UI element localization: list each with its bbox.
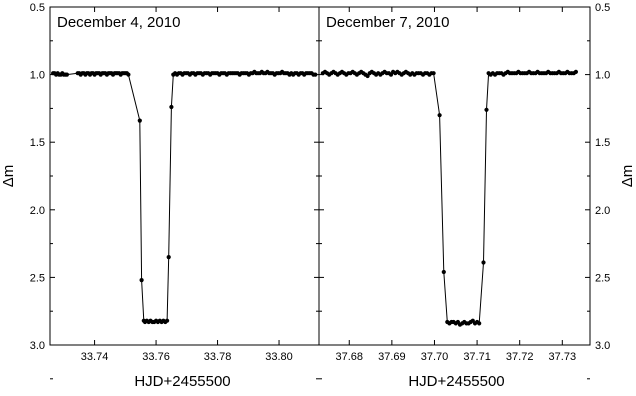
plot-frame	[318, 6, 591, 346]
data-point	[573, 69, 579, 74]
y-tick-label-left: 1.0	[30, 70, 45, 82]
y-tick-label-left: 2.0	[30, 205, 45, 217]
plot-frame	[49, 6, 320, 346]
data-point	[484, 107, 489, 112]
x-tick-label: 37.73	[549, 351, 577, 363]
series-line	[53, 71, 316, 323]
data-point	[126, 72, 131, 77]
y-tick-label-right: 2.5	[595, 272, 610, 284]
x-tick-label: 37.70	[421, 351, 449, 363]
data-point	[441, 269, 446, 275]
data-point	[137, 118, 142, 123]
x-tick-label: 37.72	[506, 351, 534, 363]
x-tick-label: 33.78	[204, 351, 232, 363]
data-point	[313, 72, 318, 77]
y-tick-label-left: 3.0	[30, 340, 45, 352]
data-point	[165, 318, 170, 323]
data-point	[169, 104, 174, 110]
y-tick-label-left: 2.5	[30, 272, 45, 284]
y-tick-label-right: 2.0	[595, 205, 610, 217]
x-tick-label: 37.71	[463, 351, 491, 363]
y-axis-label-right: Δm	[619, 165, 636, 188]
y-tick-label-right: 1.0	[595, 70, 610, 82]
x-axis-label: HJD+2455500	[134, 373, 230, 390]
data-point	[481, 260, 486, 265]
panel-2: 0.5 1.0 1.5 2.0 2.5 3.0 37.68 37.69 37.70 37.71 37…	[318, 2, 636, 390]
y-tick-label-right: 0.5	[595, 2, 610, 14]
y-tick-label-left: 0.5	[30, 2, 45, 14]
x-tick-label: 37.69	[378, 351, 406, 363]
y-axis-label-left: Δm	[0, 165, 17, 188]
x-axis-label: HJD+2455500	[408, 373, 504, 390]
y-tick-label-left: 1.5	[30, 137, 45, 149]
series-line	[322, 71, 577, 326]
x-tick-label: 33.76	[142, 351, 170, 363]
data-point	[437, 113, 442, 118]
panel-1: 0.5 1.0 1.5 2.0 2.5 3.0 33.74 33.76 33.78 33.80 De…	[0, 2, 320, 390]
data-point	[477, 321, 482, 326]
y-tick-label-right: 3.0	[595, 340, 610, 352]
data-point	[166, 255, 171, 260]
panel-title: December 4, 2010	[57, 14, 180, 31]
x-tick-label: 33.80	[265, 351, 293, 363]
x-tick-label: 37.68	[335, 351, 363, 363]
data-point	[64, 72, 69, 77]
y-tick-label-right: 1.5	[595, 137, 610, 149]
data-point	[139, 278, 144, 283]
x-tick-label: 33.74	[81, 351, 109, 363]
panel-title: December 7, 2010	[326, 14, 449, 31]
data-point	[431, 71, 436, 76]
